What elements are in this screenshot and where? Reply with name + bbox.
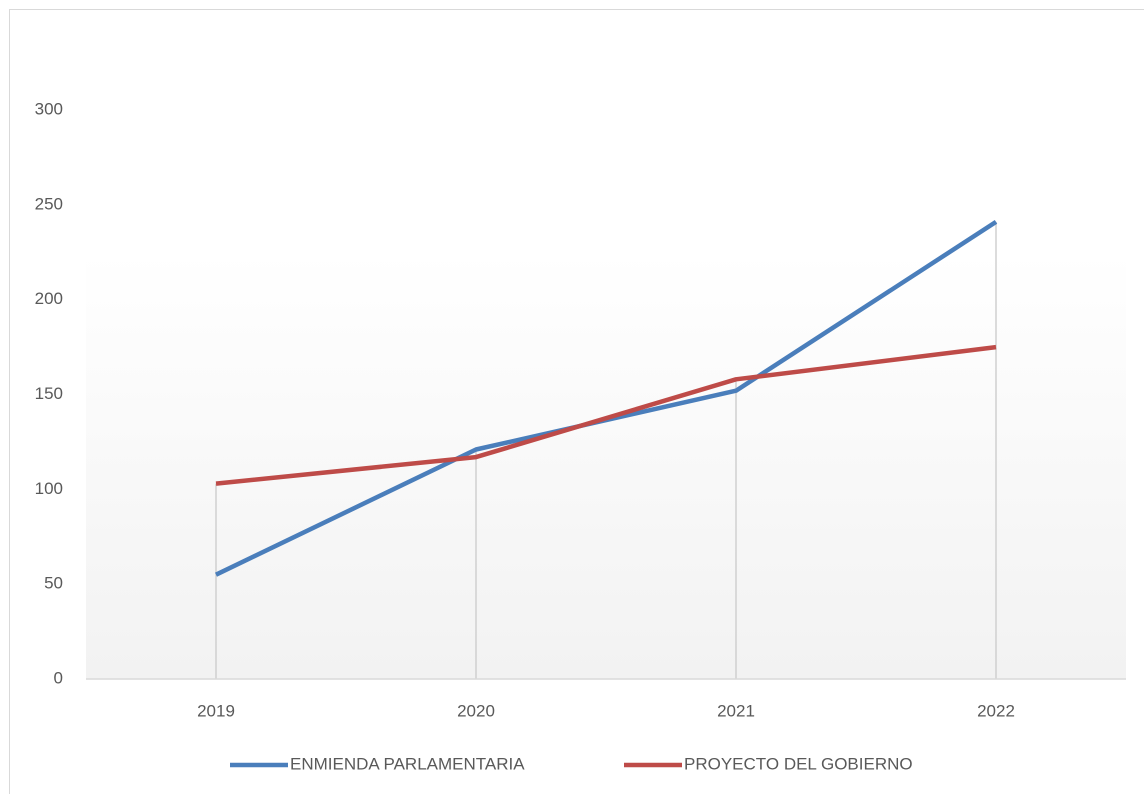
y-tick-label: 50	[44, 574, 63, 593]
plot-area	[86, 110, 1126, 679]
x-tick-label: 2021	[717, 701, 755, 720]
y-tick-label: 150	[35, 384, 63, 403]
x-tick-label: 2022	[977, 701, 1015, 720]
series-line	[215, 344, 997, 486]
x-tick-label: 2019	[197, 701, 235, 720]
y-tick-label: 100	[35, 479, 63, 498]
y-tick-label: 250	[35, 194, 63, 213]
y-tick-label: 200	[35, 289, 63, 308]
y-tick-label: 300	[35, 99, 63, 118]
y-tick-label: 0	[54, 668, 63, 687]
legend-label: PROYECTO DEL GOBIERNO	[684, 754, 913, 773]
legend-label: ENMIENDA PARLAMENTARIA	[290, 754, 525, 773]
x-tick-label: 2020	[457, 701, 495, 720]
